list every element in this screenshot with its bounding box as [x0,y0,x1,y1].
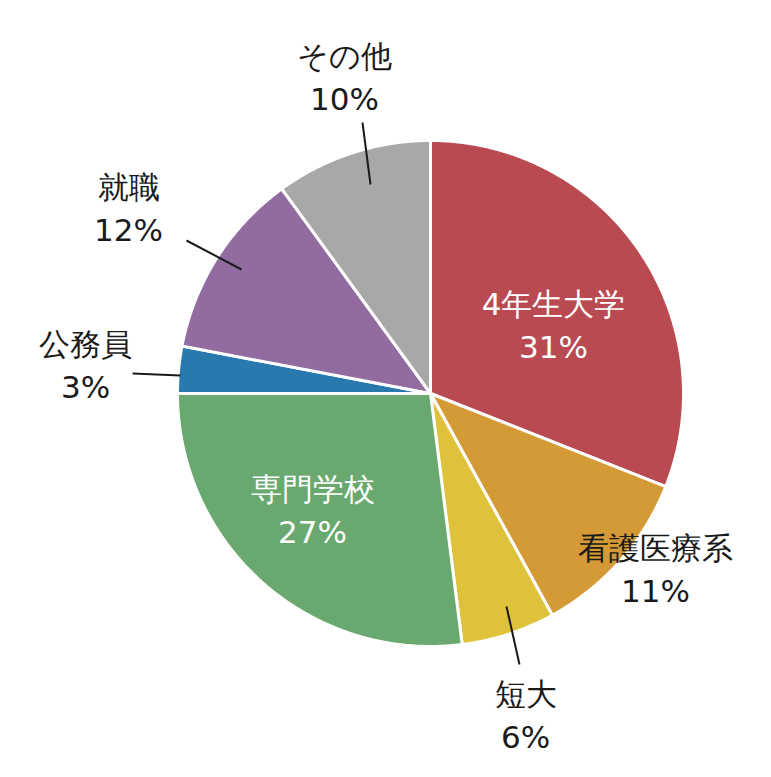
svg-text:就職12%: 就職12% [94,169,163,248]
svg-text:看護医療系11%: 看護医療系11% [578,530,733,609]
svg-text:公務員3%: 公務員3% [39,326,132,405]
svg-text:専門学校27%: 専門学校27% [251,471,375,550]
svg-text:その他10%: その他10% [297,38,392,117]
svg-text:短大6%: 短大6% [495,676,557,755]
svg-text:4年生大学31%: 4年生大学31% [482,286,626,365]
